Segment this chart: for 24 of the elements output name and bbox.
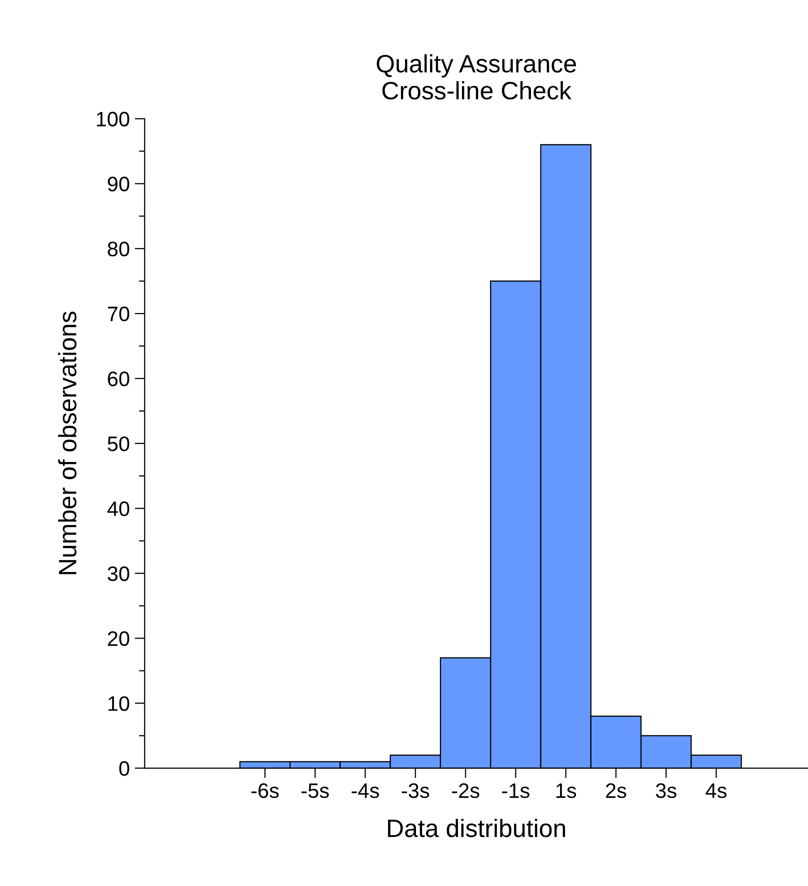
chart-title: Quality Assurance Cross-line Check — [376, 54, 576, 100]
y-tick-label: 100 — [96, 112, 130, 126]
x-tick-label: 2s — [606, 783, 626, 798]
y-tick-label: 70 — [108, 306, 130, 322]
x-tick-label: -6s — [251, 783, 279, 798]
x-axis-title: Data distribution — [388, 818, 566, 838]
x-tick-label: -3s — [402, 783, 430, 798]
x-tick-label: -2s — [452, 783, 480, 798]
y-tick-label: 50 — [108, 436, 130, 452]
x-tick-label: -1s — [502, 784, 530, 798]
x-tick-label: -4s — [352, 784, 379, 798]
x-tick-label: 4s — [706, 784, 726, 798]
y-axis-title: Number of observations — [58, 312, 76, 574]
y-tick-label: 10 — [108, 696, 130, 711]
y-tick-label: 40 — [107, 501, 130, 516]
y-tick-label: 80 — [108, 242, 130, 256]
y-tick-label: 30 — [108, 566, 130, 582]
x-tick-label: 1s — [556, 784, 576, 798]
x-tick-label: 3s — [656, 783, 676, 798]
y-tick-label: 60 — [108, 372, 130, 386]
y-tick-label: 0 — [119, 761, 130, 776]
x-tick-label: -5s — [302, 784, 329, 798]
y-tick-label: 90 — [108, 176, 130, 192]
y-tick-label: 20 — [108, 631, 130, 646]
